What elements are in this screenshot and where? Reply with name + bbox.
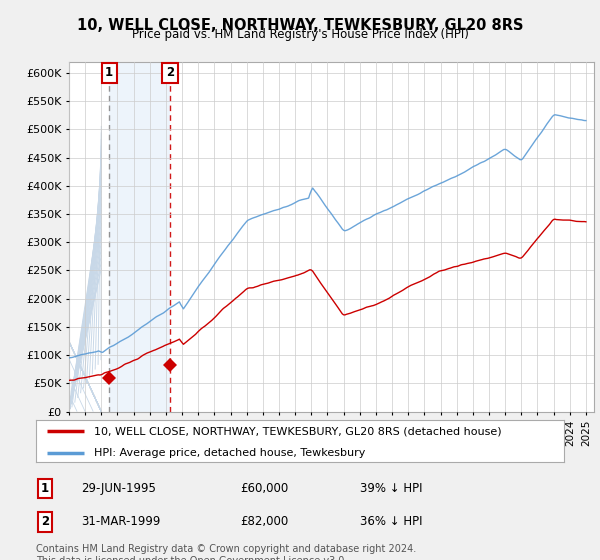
- Text: 2: 2: [166, 67, 174, 80]
- Text: 2: 2: [41, 515, 49, 529]
- Text: £82,000: £82,000: [240, 515, 288, 529]
- Text: Price paid vs. HM Land Registry's House Price Index (HPI): Price paid vs. HM Land Registry's House …: [131, 28, 469, 41]
- Text: 36% ↓ HPI: 36% ↓ HPI: [360, 515, 422, 529]
- Text: 31-MAR-1999: 31-MAR-1999: [81, 515, 160, 529]
- Text: 10, WELL CLOSE, NORTHWAY, TEWKESBURY, GL20 8RS: 10, WELL CLOSE, NORTHWAY, TEWKESBURY, GL…: [77, 18, 523, 33]
- Text: Contains HM Land Registry data © Crown copyright and database right 2024.
This d: Contains HM Land Registry data © Crown c…: [36, 544, 416, 560]
- Text: 29-JUN-1995: 29-JUN-1995: [81, 482, 156, 495]
- Text: 1: 1: [105, 67, 113, 80]
- Text: 39% ↓ HPI: 39% ↓ HPI: [360, 482, 422, 495]
- Bar: [109, 62, 170, 412]
- Text: £60,000: £60,000: [240, 482, 288, 495]
- Text: 10, WELL CLOSE, NORTHWAY, TEWKESBURY, GL20 8RS (detached house): 10, WELL CLOSE, NORTHWAY, TEWKESBURY, GL…: [94, 426, 502, 436]
- Text: HPI: Average price, detached house, Tewkesbury: HPI: Average price, detached house, Tewk…: [94, 448, 365, 458]
- Text: 1: 1: [41, 482, 49, 495]
